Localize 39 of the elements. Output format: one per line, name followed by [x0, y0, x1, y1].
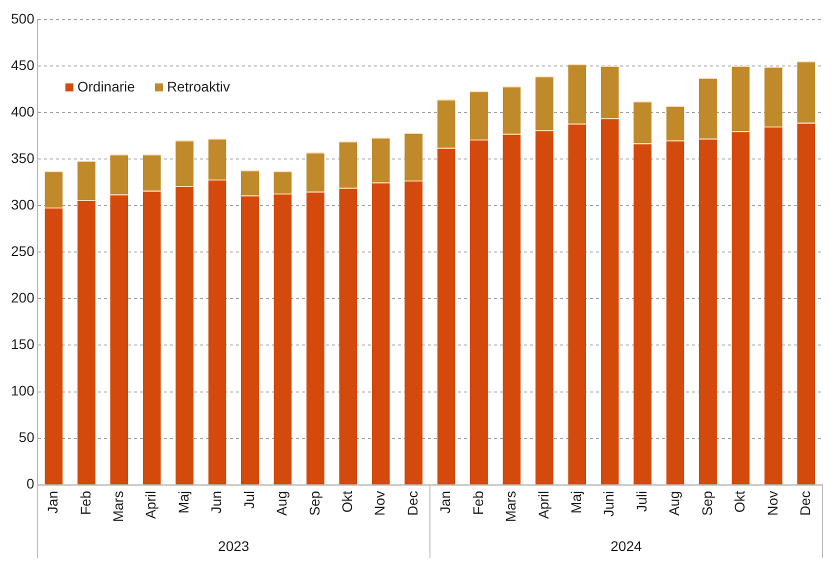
- x-tick-label: Okt: [338, 490, 355, 513]
- x-tick-label: April: [535, 490, 552, 519]
- x-tick-label: Mars: [502, 490, 519, 522]
- x-tick-label: Okt: [732, 490, 748, 513]
- y-tick-label: 500: [11, 10, 35, 26]
- x-tick-label: Aug: [274, 490, 290, 516]
- legend-label: Ordinarie: [77, 78, 136, 94]
- y-tick-label: 450: [11, 56, 35, 73]
- legend-label: Retroaktiv: [166, 78, 230, 94]
- y-tick-label: 100: [11, 382, 35, 399]
- x-tick-label: Aug: [666, 490, 682, 516]
- x-tick-label: Feb: [77, 490, 94, 516]
- x-tick-label: Sep: [698, 490, 715, 516]
- x-tick-label: Juli: [633, 490, 650, 512]
- x-tick-label: April: [142, 490, 159, 519]
- y-tick-label: 400: [11, 103, 35, 120]
- x-tick-label: Feb: [470, 490, 486, 516]
- text: 2024: [610, 538, 642, 554]
- y-tick-label: 150: [11, 336, 35, 352]
- text: 2023: [218, 538, 250, 554]
- x-tick-label: Maj: [175, 490, 192, 514]
- y-tick-label: 250: [11, 243, 35, 260]
- y-tick-label: 0: [26, 476, 35, 492]
- y-tick-label: 300: [11, 196, 35, 212]
- y-tick-label: 350: [11, 150, 35, 166]
- x-tick-label: Jul: [240, 490, 257, 509]
- x-tick-label: Jun: [208, 490, 224, 514]
- x-tick-label: Jan: [44, 490, 61, 514]
- x-tick-label: Nov: [372, 490, 388, 516]
- x-tick-label: Mars: [110, 490, 126, 522]
- y-tick-label: 50: [18, 429, 35, 446]
- x-tick-label: Maj: [568, 490, 584, 514]
- x-tick-label: Nov: [764, 490, 780, 516]
- x-tick-label: Jan: [437, 490, 454, 514]
- x-tick-label: Juni: [600, 490, 617, 517]
- x-tick-label: Dec: [796, 490, 813, 516]
- x-tick-label: Dec: [404, 490, 420, 516]
- y-tick-label: 200: [11, 290, 35, 306]
- x-tick-label: Sep: [306, 490, 322, 516]
